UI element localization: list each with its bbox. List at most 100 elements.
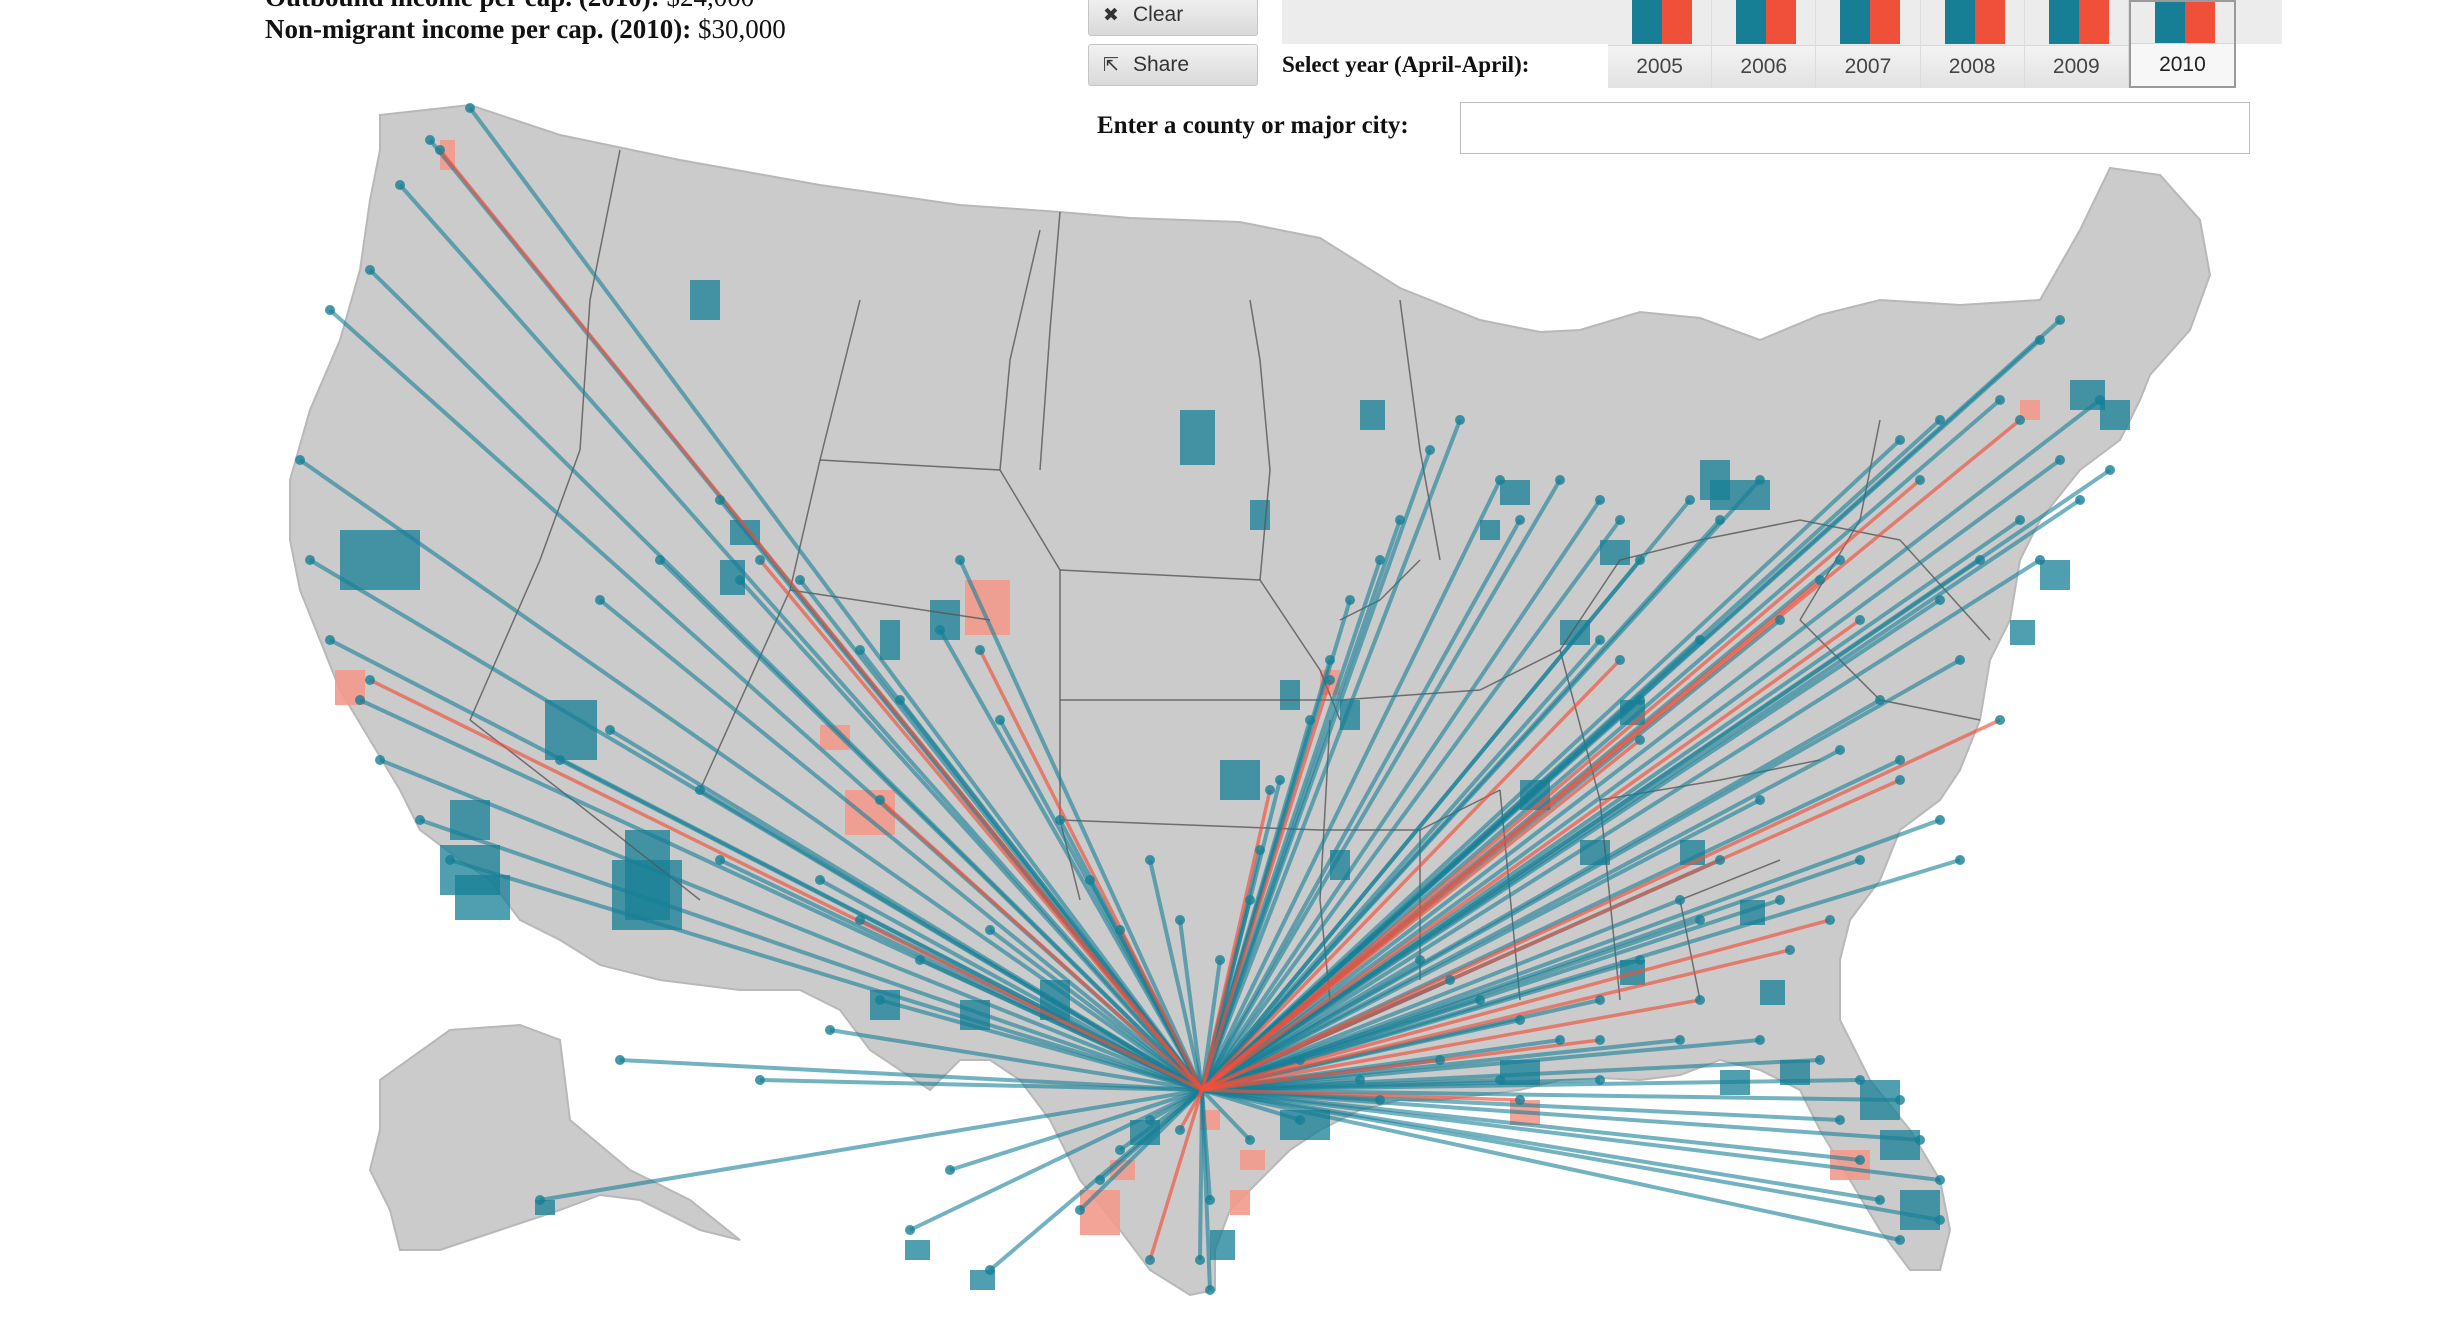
flow-endpoint bbox=[875, 995, 885, 1005]
flow-endpoint bbox=[1895, 1235, 1905, 1245]
flow-endpoint bbox=[1855, 1155, 1865, 1165]
flow-endpoint bbox=[1875, 1195, 1885, 1205]
flow-endpoint bbox=[945, 1165, 955, 1175]
inbound-flow-line bbox=[1200, 558, 2042, 1092]
year-option-2008[interactable]: 2008 bbox=[1920, 0, 2025, 88]
flow-endpoint bbox=[715, 495, 725, 505]
inbound-flow-line bbox=[1201, 1088, 1901, 1242]
outbound-flow-line bbox=[1201, 778, 1901, 1092]
flow-endpoint bbox=[1855, 855, 1865, 865]
flow-endpoint bbox=[735, 575, 745, 585]
year-option-2009[interactable]: 2009 bbox=[2024, 0, 2129, 88]
flow-endpoint bbox=[1305, 715, 1315, 725]
flow-endpoint bbox=[1615, 655, 1625, 665]
inbound-flow-line bbox=[1200, 458, 2062, 1092]
flow-endpoint bbox=[715, 855, 725, 865]
inbound-bar bbox=[2154, 2, 2185, 46]
flow-endpoint bbox=[1145, 1255, 1155, 1265]
inbound-flow-line bbox=[1178, 919, 1204, 1091]
outbound-bar bbox=[2078, 0, 2109, 44]
inbound-flow-line bbox=[759, 1078, 1203, 1092]
flow-endpoint bbox=[1915, 1135, 1925, 1145]
flow-endpoint bbox=[1295, 1055, 1305, 1065]
year-option-2006[interactable]: 2006 bbox=[1712, 0, 1817, 88]
year-select-label: Select year (April-April): bbox=[1282, 52, 1530, 77]
flow-endpoint bbox=[305, 555, 315, 565]
flow-endpoint bbox=[2075, 495, 2085, 505]
inbound-flow-line bbox=[1200, 519, 1522, 1091]
flow-endpoint bbox=[1145, 1115, 1155, 1125]
year-option-2007[interactable]: 2007 bbox=[1816, 0, 1921, 88]
flow-endpoint bbox=[2055, 315, 2065, 325]
flow-endpoint bbox=[1915, 475, 1925, 485]
flow-endpoint bbox=[535, 1195, 545, 1205]
inbound-flow-line bbox=[619, 1058, 1203, 1092]
inbound-county bbox=[1480, 520, 1500, 540]
inbound-county bbox=[690, 280, 720, 320]
inbound-flow-line bbox=[468, 106, 1204, 1092]
year-option-2005[interactable]: 2005 bbox=[1608, 0, 1713, 88]
flow-endpoint bbox=[2035, 335, 2045, 345]
year-option-2010[interactable]: 2010 bbox=[2128, 0, 2237, 88]
outbound-flow-line bbox=[1178, 1089, 1204, 1131]
outbound-flow-line bbox=[1201, 718, 2001, 1092]
flow-endpoint bbox=[1755, 795, 1765, 805]
flow-endpoint bbox=[1755, 475, 1765, 485]
inbound-county bbox=[1360, 400, 1385, 430]
flow-endpoint bbox=[825, 1025, 835, 1035]
flow-endpoint bbox=[1085, 875, 1095, 885]
flow-endpoint bbox=[1835, 1115, 1845, 1125]
flow-endpoint bbox=[425, 135, 435, 145]
inbound-flow-line bbox=[1200, 479, 1502, 1091]
clear-button[interactable]: ✖ Clear bbox=[1088, 0, 1258, 36]
outbound-county bbox=[1830, 1150, 1870, 1180]
inbound-bar bbox=[1632, 0, 1662, 44]
share-button[interactable]: ⇱ Share bbox=[1088, 44, 1258, 86]
state-border bbox=[1339, 649, 1561, 701]
outbound-flow-line bbox=[1148, 1089, 1204, 1261]
flow-endpoint bbox=[1635, 695, 1645, 705]
flow-endpoint bbox=[1835, 745, 1845, 755]
inbound-county bbox=[930, 600, 960, 640]
inbound-county bbox=[1880, 1130, 1920, 1160]
flow-endpoint bbox=[985, 925, 995, 935]
flow-endpoint bbox=[1695, 915, 1705, 925]
inbound-flow-line bbox=[1148, 859, 1204, 1091]
flow-endpoint bbox=[1175, 1125, 1185, 1135]
outbound-county bbox=[1240, 1150, 1265, 1170]
inbound-flow-line bbox=[1200, 959, 1222, 1091]
outbound-bar bbox=[2184, 2, 2215, 46]
outbound-county bbox=[1080, 1190, 1120, 1235]
flow-endpoint bbox=[1635, 555, 1645, 565]
outbound-flow-line bbox=[1201, 918, 1831, 1092]
inbound-county bbox=[1180, 410, 1215, 465]
flow-endpoint bbox=[795, 575, 805, 585]
flow-endpoint bbox=[1935, 595, 1945, 605]
flow-endpoint bbox=[1955, 655, 1965, 665]
flow-endpoint bbox=[1895, 775, 1905, 785]
flow-endpoint bbox=[1815, 1055, 1825, 1065]
outbound-income-value: $24,000 bbox=[667, 0, 755, 12]
flow-endpoint bbox=[1095, 1175, 1105, 1185]
flow-endpoint bbox=[1955, 855, 1965, 865]
inbound-flow-line bbox=[1200, 419, 1462, 1091]
flow-endpoint bbox=[1615, 515, 1625, 525]
inbound-flow-line bbox=[1200, 1088, 1252, 1142]
flow-endpoint bbox=[1345, 595, 1355, 605]
city-search-input[interactable] bbox=[1460, 102, 2250, 154]
inbound-county bbox=[1220, 760, 1260, 800]
flow-endpoint bbox=[295, 455, 305, 465]
flow-endpoint bbox=[1055, 815, 1065, 825]
inbound-flow-line bbox=[1200, 478, 1762, 1092]
external-link-icon: ⇱ bbox=[1103, 54, 1119, 76]
flow-endpoint bbox=[365, 675, 375, 685]
flow-endpoint bbox=[2095, 395, 2105, 405]
flow-endpoint bbox=[1445, 975, 1455, 985]
flow-endpoint bbox=[2015, 515, 2025, 525]
inbound-county bbox=[1760, 980, 1785, 1005]
flow-endpoint bbox=[1115, 1145, 1125, 1155]
outbound-county bbox=[2020, 400, 2040, 420]
flow-endpoint bbox=[595, 595, 605, 605]
flow-endpoint bbox=[1375, 555, 1385, 565]
inbound-flow-line bbox=[1201, 1088, 1301, 1122]
